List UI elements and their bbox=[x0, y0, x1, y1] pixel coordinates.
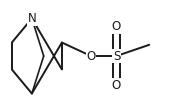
Text: S: S bbox=[113, 50, 120, 62]
Text: O: O bbox=[86, 50, 96, 62]
Text: O: O bbox=[112, 20, 121, 33]
Text: N: N bbox=[27, 12, 36, 25]
Text: O: O bbox=[112, 79, 121, 92]
